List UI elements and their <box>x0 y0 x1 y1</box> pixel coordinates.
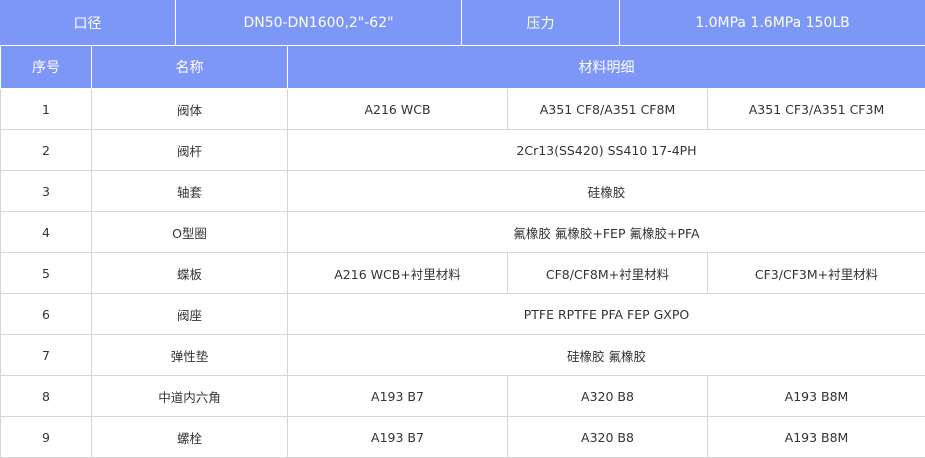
table-row: 1 阀体 A216 WCB A351 CF8/A351 CF8M A351 CF3/A3… <box>0 88 925 130</box>
row-name: 蝶板 <box>91 252 288 294</box>
header-row-columns: 序号 名称 材料明细 <box>0 45 925 89</box>
row-material: 硅橡胶 氟橡胶 <box>287 334 925 376</box>
row-name: 轴套 <box>91 170 288 212</box>
col-no: 序号 <box>0 45 92 89</box>
header-size-pressure-bar: 口径 DN50-DN1600,2"-62" 压力 1.0MPa 1.6MPa 150L… <box>0 0 925 45</box>
row-material: 氟橡胶 氟橡胶+FEP 氟橡胶+PFA <box>287 211 925 253</box>
row-no: 8 <box>0 375 92 417</box>
table-row: 3 轴套 硅橡胶 <box>0 170 925 212</box>
row-name: O型圈 <box>91 211 288 253</box>
row-no: 4 <box>0 211 92 253</box>
row-no: 9 <box>0 416 92 458</box>
row-name: 阀杆 <box>91 129 288 171</box>
pressure-value: 1.0MPa 1.6MPa 150LB <box>695 14 850 31</box>
table-row: 4 O型圈 氟橡胶 氟橡胶+FEP 氟橡胶+PFA <box>0 211 925 253</box>
row-name: 弹性垫 <box>91 334 288 376</box>
row-material: CF8/CF8M+衬里材料 <box>507 252 708 294</box>
row-material: A216 WCB <box>287 88 508 130</box>
pressure-label: 压力 <box>462 0 620 45</box>
row-material: A193 B7 <box>287 375 508 417</box>
col-name: 名称 <box>91 45 288 89</box>
row-name: 中道内六角 <box>91 375 288 417</box>
row-name: 阀座 <box>91 293 288 335</box>
row-no: 7 <box>0 334 92 376</box>
row-material: CF3/CF3M+衬里材料 <box>707 252 925 294</box>
row-material: A216 WCB+衬里材料 <box>287 252 508 294</box>
row-name: 阀体 <box>91 88 288 130</box>
row-material: 2Cr13(SS420) SS410 17-4PH <box>287 129 925 171</box>
row-no: 6 <box>0 293 92 335</box>
col-material: 材料明细 <box>287 45 925 89</box>
row-material: PTFE RPTFE PFA FEP GXPO <box>287 293 925 335</box>
table-row: 7 弹性垫 硅橡胶 氟橡胶 <box>0 334 925 376</box>
row-material: A193 B8M <box>707 416 925 458</box>
row-material: A320 B8 <box>507 375 708 417</box>
row-material: A351 CF3/A351 CF3M <box>707 88 925 130</box>
row-material: A193 B7 <box>287 416 508 458</box>
row-name: 螺栓 <box>91 416 288 458</box>
row-material: A193 B8M <box>707 375 925 417</box>
size-label: 口径 <box>0 0 176 45</box>
table-row: 8 中道内六角 A193 B7 A320 B8 A193 B8M <box>0 375 925 417</box>
row-no: 1 <box>0 88 92 130</box>
size-value: DN50-DN1600,2"-62" <box>176 0 462 45</box>
row-material: A351 CF8/A351 CF8M <box>507 88 708 130</box>
row-no: 5 <box>0 252 92 294</box>
table-row: 9 螺栓 A193 B7 A320 B8 A193 B8M <box>0 416 925 458</box>
row-material: 硅橡胶 <box>287 170 925 212</box>
row-no: 3 <box>0 170 92 212</box>
table-row: 2 阀杆 2Cr13(SS420) SS410 17-4PH <box>0 129 925 171</box>
table-row: 5 蝶板 A216 WCB+衬里材料 CF8/CF8M+衬里材料 CF3/CF3M+衬里… <box>0 252 925 294</box>
table-row: 6 阀座 PTFE RPTFE PFA FEP GXPO <box>0 293 925 335</box>
row-material: A320 B8 <box>507 416 708 458</box>
row-no: 2 <box>0 129 92 171</box>
